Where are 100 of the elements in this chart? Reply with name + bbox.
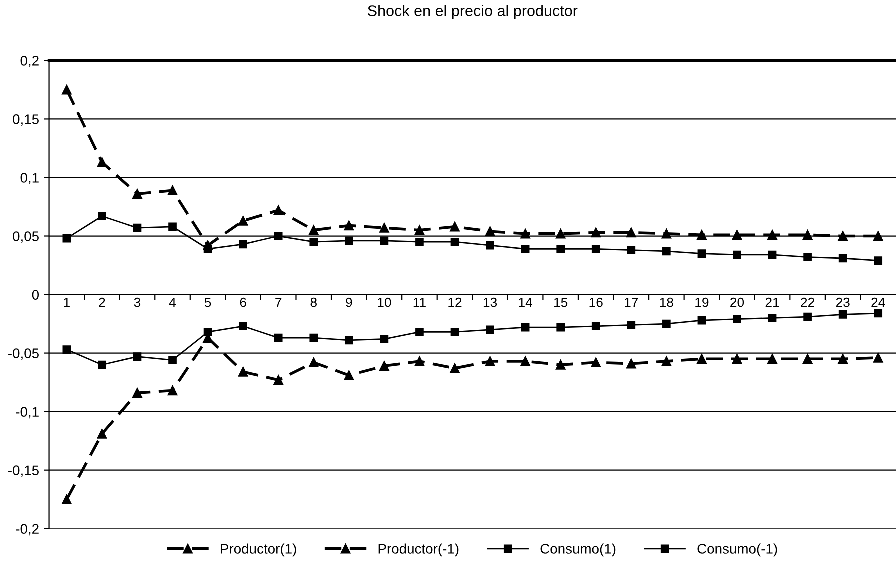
point: [274, 206, 284, 216]
point: [627, 246, 636, 254]
x-tick-label: 4: [169, 298, 176, 308]
point: [874, 231, 884, 242]
point: [486, 241, 494, 250]
point: [698, 316, 706, 325]
point: [98, 212, 106, 221]
x-tick-label: 11: [414, 298, 426, 308]
point: [310, 238, 318, 246]
x-tick-label: 7: [276, 298, 282, 308]
chart-title: Shock en el precio al productor: [368, 5, 578, 20]
point: [698, 250, 706, 258]
y-tick-label: -0,05: [8, 348, 39, 360]
point: [344, 220, 354, 231]
point: [802, 230, 813, 240]
point: [521, 323, 530, 332]
point: [344, 236, 354, 246]
point: [309, 358, 319, 368]
point: [62, 85, 72, 95]
point: [450, 328, 460, 336]
point: [168, 386, 178, 396]
y-tick-label: -0,1: [16, 407, 39, 419]
x-tick-label: 9: [346, 298, 352, 308]
y-tick-label: 0: [32, 290, 40, 300]
point: [62, 234, 72, 243]
point: [344, 336, 354, 345]
point: [416, 328, 424, 336]
point: [556, 229, 566, 239]
point: [97, 158, 108, 168]
point: [662, 247, 671, 256]
x-tick-label: 13: [484, 298, 498, 308]
point: [380, 335, 389, 344]
legend-label: Productor(-1): [378, 544, 459, 557]
point: [804, 312, 812, 322]
x-tick-label: 1: [64, 298, 70, 308]
point: [520, 356, 530, 366]
x-tick-label: 14: [519, 298, 533, 308]
point: [556, 360, 566, 370]
x-tick-label: 17: [625, 298, 638, 308]
y-tick-label: -0,15: [8, 466, 39, 478]
x-tick-label: 5: [204, 298, 212, 308]
point: [309, 226, 319, 236]
point: [838, 254, 848, 263]
point: [62, 494, 72, 504]
y-tick-label: 0,2: [20, 56, 39, 68]
point: [238, 216, 248, 226]
point: [874, 256, 883, 266]
point: [697, 354, 707, 364]
point: [697, 230, 707, 240]
point: [520, 229, 530, 239]
x-tick-label: 19: [696, 298, 709, 308]
x-tick-label: 20: [730, 298, 744, 308]
point: [380, 223, 390, 233]
point: [450, 222, 460, 232]
point: [168, 222, 177, 232]
x-tick-label: 15: [554, 298, 568, 308]
point: [416, 238, 424, 246]
point: [874, 309, 883, 318]
point: [204, 244, 212, 254]
point: [485, 226, 496, 236]
point: [344, 370, 354, 380]
x-tick-label: 6: [240, 298, 246, 308]
point: [62, 346, 72, 354]
point: [450, 238, 460, 246]
point: [768, 230, 778, 240]
point: [132, 189, 142, 199]
y-tick-label: 0,05: [13, 232, 39, 244]
x-tick-label: 10: [378, 298, 392, 308]
x-tick-label: 22: [801, 298, 814, 308]
point: [802, 354, 813, 364]
point: [274, 232, 283, 240]
x-tick-label: 16: [590, 298, 603, 308]
point: [274, 375, 284, 386]
point: [627, 321, 636, 330]
point: [414, 356, 425, 366]
x-tick-label: 2: [99, 298, 106, 308]
point: [239, 322, 248, 331]
point: [591, 358, 601, 368]
point: [132, 388, 142, 398]
y-tick-label: -0,2: [16, 524, 39, 536]
point: [133, 224, 142, 232]
y-tick-label: 0,1: [20, 173, 39, 185]
point: [168, 356, 177, 364]
point: [521, 244, 530, 254]
point: [626, 358, 636, 369]
point: [310, 334, 318, 342]
point: [733, 315, 742, 324]
point: [662, 356, 672, 366]
x-tick-label: 12: [448, 298, 462, 308]
point: [874, 353, 884, 363]
point: [414, 226, 425, 236]
point: [485, 356, 496, 366]
point: [662, 320, 671, 328]
point: [732, 230, 742, 240]
point: [556, 244, 566, 254]
point: [204, 328, 212, 336]
x-tick-label: 18: [660, 298, 674, 308]
point: [768, 354, 778, 364]
point: [768, 314, 777, 322]
point: [380, 361, 390, 372]
